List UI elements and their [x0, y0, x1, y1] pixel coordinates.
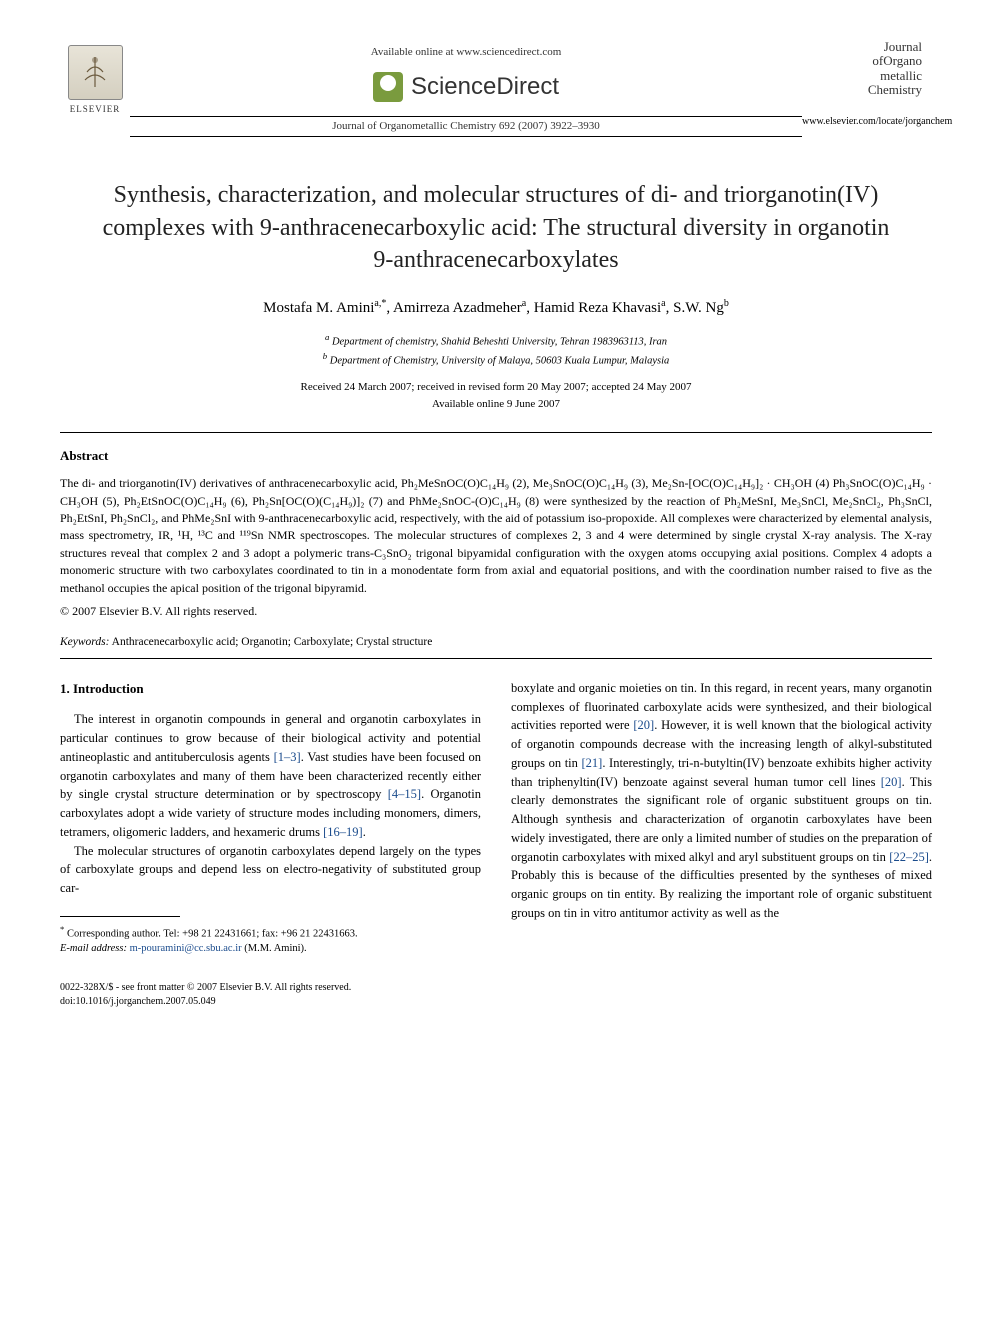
sciencedirect-text: ScienceDirect [411, 70, 559, 104]
abstract-rule-bottom [60, 658, 932, 659]
body-two-column: 1. Introduction The interest in organoti… [60, 679, 932, 957]
affiliation-a: a Department of chemistry, Shahid Behesh… [60, 331, 932, 350]
header-rule-bottom [130, 136, 802, 137]
elsevier-tree-icon [68, 45, 123, 100]
ref-link-21[interactable]: [21] [582, 756, 603, 770]
header-rule-top [130, 116, 802, 117]
online-date: Available online 9 June 2007 [60, 396, 932, 413]
copyright-line: © 2007 Elsevier B.V. All rights reserved… [60, 603, 932, 620]
abstract-rule-top [60, 432, 932, 433]
abstract-heading: Abstract [60, 447, 932, 465]
ref-link-1-3[interactable]: [1–3] [274, 750, 301, 764]
affiliation-b-text: Department of Chemistry, University of M… [330, 355, 669, 366]
author-4: S.W. Ng [673, 300, 724, 316]
intro-para-2: The molecular structures of organotin ca… [60, 842, 481, 898]
received-date: Received 24 March 2007; received in revi… [60, 379, 932, 396]
page-header: ELSEVIER Available online at www.science… [60, 40, 932, 139]
center-header: Available online at www.sciencedirect.co… [130, 40, 802, 139]
author-2-sup: a [522, 298, 526, 309]
ref-link-4-15[interactable]: [4–15] [388, 787, 421, 801]
authors-line: Mostafa M. Aminia,*, Amirreza Azadmehera… [60, 297, 932, 319]
ref-link-20b[interactable]: [20] [881, 775, 902, 789]
affiliation-b: b Department of Chemistry, University of… [60, 350, 932, 369]
article-title: Synthesis, characterization, and molecul… [90, 179, 902, 276]
journal-logo-line4: Chemistry [802, 83, 922, 97]
corresponding-author-footnote: * Corresponding author. Tel: +98 21 2243… [60, 923, 481, 957]
keywords-label: Keywords: [60, 636, 109, 648]
footnote-separator [60, 916, 180, 917]
journal-logo: Journal ofOrgano metallic Chemistry [802, 40, 922, 97]
journal-logo-line2: ofOrgano [802, 54, 922, 68]
author-3: Hamid Reza Khavasi [534, 300, 661, 316]
right-column: boxylate and organic moieties on tin. In… [511, 679, 932, 957]
page-footer: 0022-328X/$ - see front matter © 2007 El… [60, 981, 932, 1009]
right-para-1: boxylate and organic moieties on tin. In… [511, 679, 932, 923]
locate-url: www.elsevier.com/locate/jorganchem [802, 115, 932, 129]
ref-link-16-19[interactable]: [16–19] [323, 825, 363, 839]
sciencedirect-icon [373, 72, 403, 102]
journal-reference: Journal of Organometallic Chemistry 692 … [130, 119, 802, 134]
author-1: Mostafa M. Amini [263, 300, 374, 316]
footnote-email[interactable]: m-pouramini@cc.sbu.ac.ir [130, 943, 242, 954]
sciencedirect-brand: ScienceDirect [130, 70, 802, 104]
footnote-email-paren: (M.M. Amini). [242, 943, 307, 954]
footnote-corr-text: Corresponding author. Tel: +98 21 224316… [67, 928, 358, 939]
journal-logo-line3: metallic [802, 69, 922, 83]
journal-logo-line1: Journal [802, 40, 922, 54]
journal-logo-block: Journal ofOrgano metallic Chemistry www.… [802, 40, 932, 129]
footnote-email-label: E-mail address: [60, 943, 127, 954]
author-3-sup: a [661, 298, 665, 309]
ref-link-20a[interactable]: [20] [633, 718, 654, 732]
elsevier-logo: ELSEVIER [60, 40, 130, 120]
author-4-sup: b [724, 298, 729, 309]
keywords-text: Anthracenecarboxylic acid; Organotin; Ca… [109, 636, 432, 648]
author-1-sup: a,* [374, 298, 386, 309]
author-2: Amirreza Azadmeher [393, 300, 522, 316]
elsevier-label: ELSEVIER [70, 103, 121, 116]
affiliation-a-text: Department of chemistry, Shahid Beheshti… [332, 336, 667, 347]
article-dates: Received 24 March 2007; received in revi… [60, 379, 932, 412]
keywords-line: Keywords: Anthracenecarboxylic acid; Org… [60, 634, 932, 650]
intro-p1-d: . [363, 825, 366, 839]
footnote-email-line: E-mail address: m-pouramini@cc.sbu.ac.ir… [60, 942, 481, 957]
footnote-corr: * Corresponding author. Tel: +98 21 2243… [60, 923, 481, 942]
intro-para-1: The interest in organotin compounds in g… [60, 710, 481, 841]
footer-doi: doi:10.1016/j.jorganchem.2007.05.049 [60, 995, 932, 1009]
affiliations: a Department of chemistry, Shahid Behesh… [60, 331, 932, 370]
footer-front-matter: 0022-328X/$ - see front matter © 2007 El… [60, 981, 932, 995]
introduction-heading: 1. Introduction [60, 679, 481, 699]
left-column: 1. Introduction The interest in organoti… [60, 679, 481, 957]
ref-link-22-25[interactable]: [22–25] [889, 850, 929, 864]
abstract-text: The di- and triorganotin(IV) derivatives… [60, 475, 932, 597]
available-online-text: Available online at www.sciencedirect.co… [130, 45, 802, 60]
